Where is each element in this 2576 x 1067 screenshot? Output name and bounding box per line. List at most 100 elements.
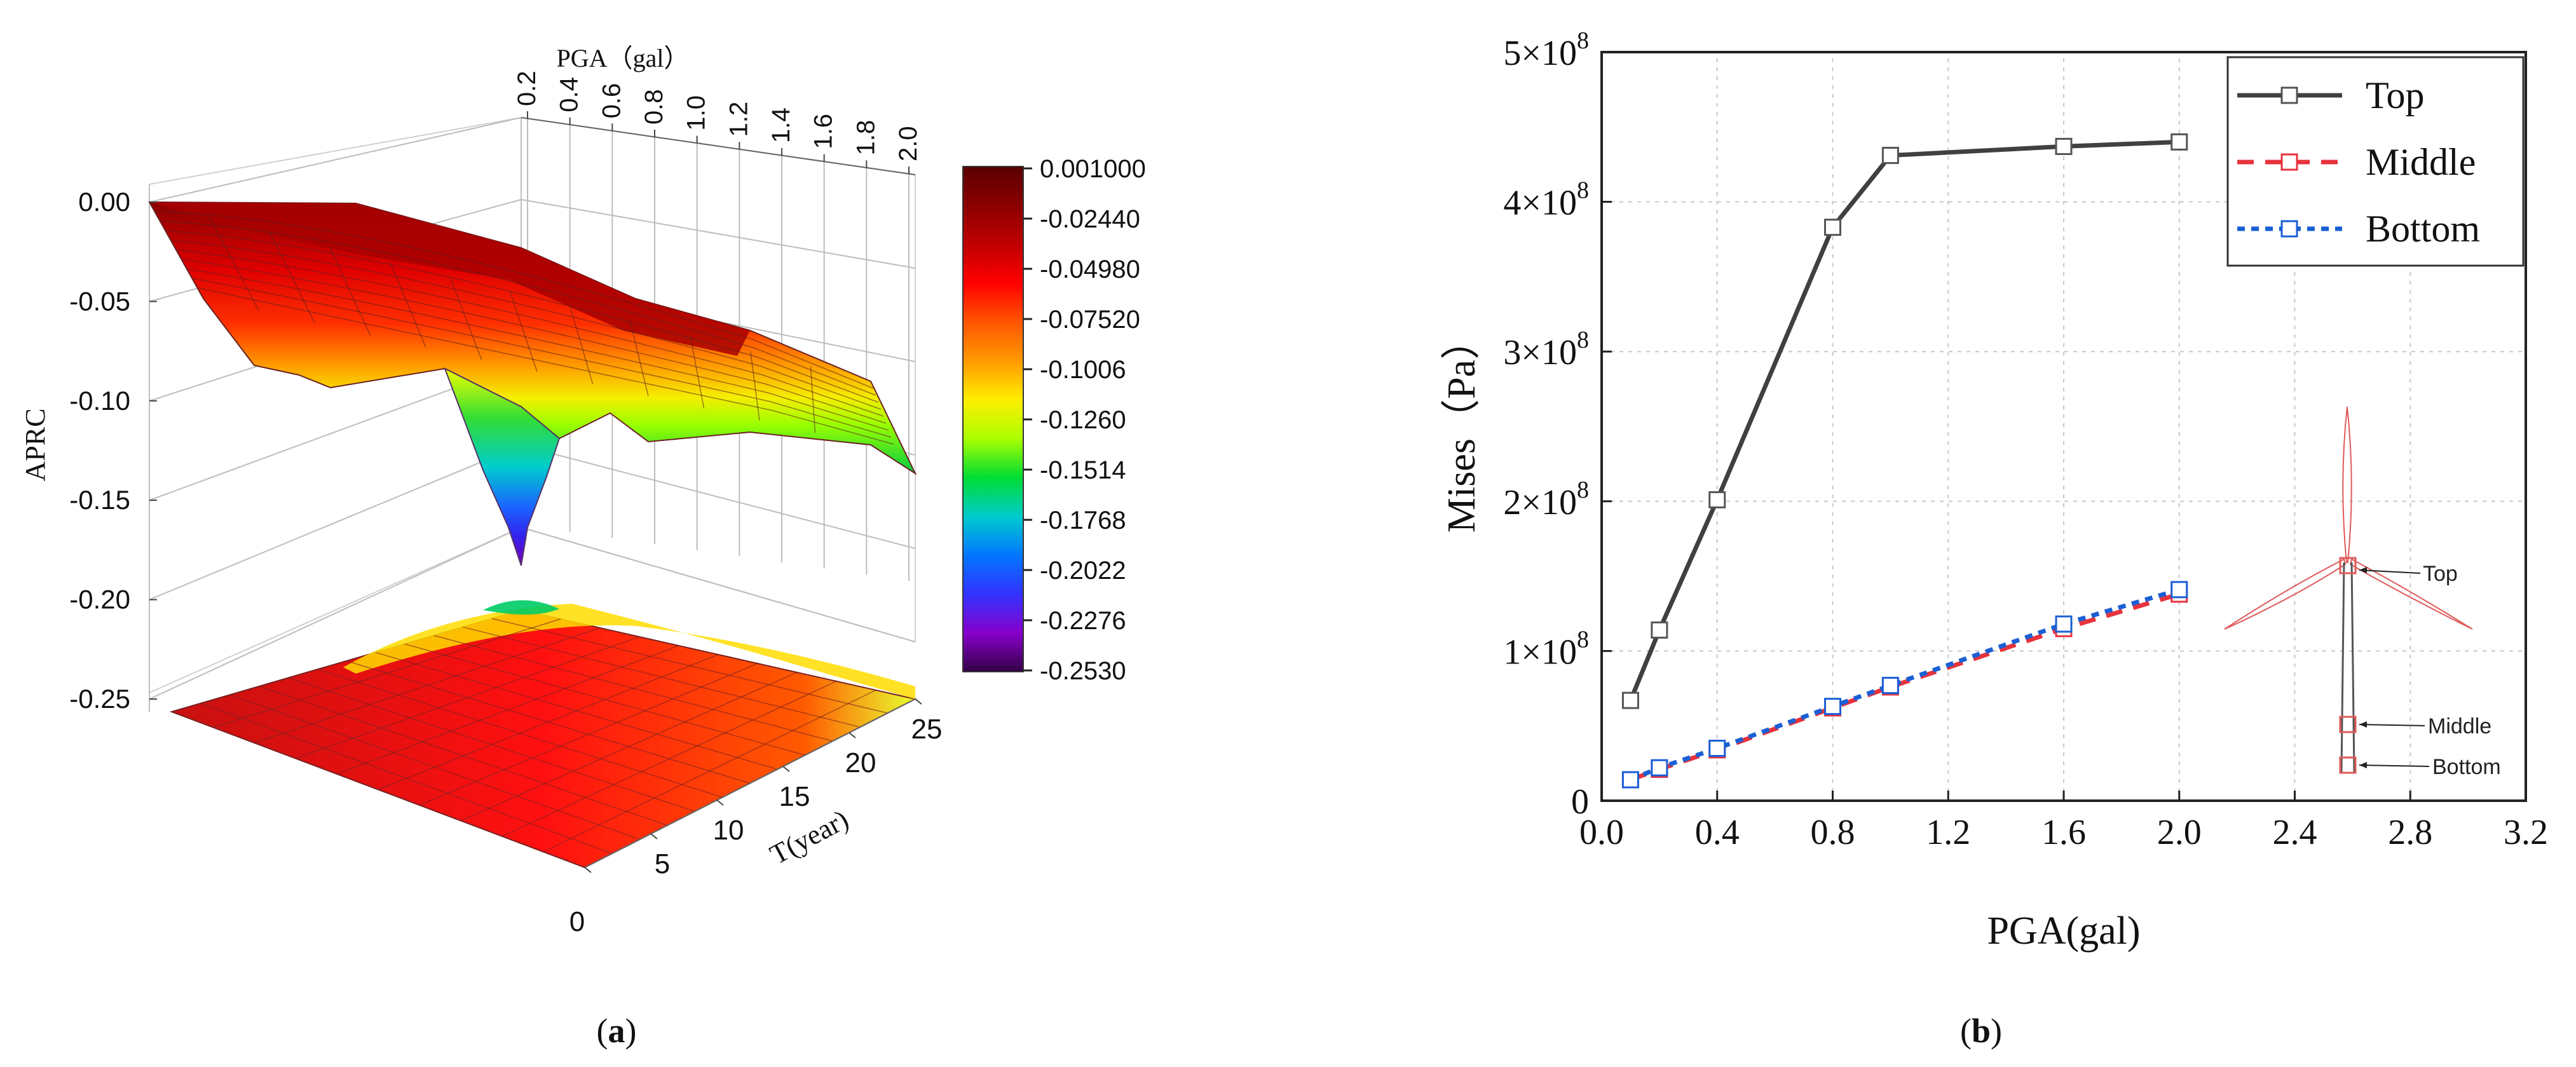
panel-a-floor-contour-low [483,600,559,615]
x-tick-label: 1.2 [1926,813,1970,852]
t-tick-mark [915,698,922,705]
y-tick-label: 3×108 [1503,327,1589,372]
panel-a-surface-dark-top [149,202,750,356]
panel-b-series [1621,133,2188,789]
series-bottom [1621,581,2188,789]
x-tick-label: 2.4 [2273,813,2317,852]
panel-a-floor-mesh [200,618,888,854]
panel-a-t-axis: 0 5 10 15 20 25 [569,698,943,937]
t-tick-mark [716,799,724,806]
z-tick-label: -0.10 [69,386,130,416]
t-tick-mark [848,732,856,738]
t-tick-mark [782,766,790,772]
panel-a-surface-plot: 0.00-0.05-0.10-0.15-0.20-0.25 APRC 0.2 0.… [20,44,1146,1050]
x-tick-label: 2.0 [2157,813,2202,852]
panel-b-turbine-inset: Top Middle Bottom [2224,406,2501,779]
colorbar-gradient [962,166,1024,672]
z-tick-label: -0.05 [69,286,130,316]
point-top [1881,147,1899,165]
colorbar-tick-label: -0.04980 [1040,255,1140,283]
point-bottom [1881,677,1899,695]
y-tick-label: 1×108 [1503,626,1589,672]
pga-tick-label: 0.6 [597,83,625,119]
t-tick-label: 20 [845,747,876,778]
panel-b-x-label: PGA(gal) [1987,909,2140,953]
pga-tick-label: 2.0 [894,126,922,161]
turbine-marker-bottom [2339,756,2357,774]
colorbar-tick-label: -0.07520 [1040,306,1140,334]
panel-a-caption: (a) [597,1012,637,1050]
panel-a-floor-contour-band [343,604,915,699]
t-tick-label: 5 [655,848,670,880]
pga-tick-label: 0.8 [640,89,668,125]
pga-tick-label: 1.4 [767,107,795,143]
turbine-tower-right [2350,562,2355,773]
pga-tick-label: 1.0 [683,95,711,131]
t-tick-label: 15 [779,781,810,812]
panel-a-surface-mesh [154,211,894,445]
panel-a-pga-label: PGA（gal） [557,44,690,72]
legend-item-middle: Middle [2237,141,2476,183]
panel-b-caption: (b) [1960,1012,2002,1050]
turbine-marker-middle [2339,716,2357,733]
point-top [1651,621,1668,639]
turbine-marker-top [2339,557,2357,574]
legend-item-bottom: Bottom [2237,208,2480,250]
panel-a-surface-well [444,367,561,566]
y-tick-label: 4×108 [1503,177,1589,223]
panel-b-line-chart: 0.0 0.4 0.8 1.2 1.6 2.0 2.4 2.8 3.2 0 1×108 2×108 3… [1440,27,2548,1050]
point-top [1621,691,1639,709]
series-top [1621,133,2188,709]
panel-a-t-label: T(year) [765,804,853,871]
pga-tick-label: 1.6 [810,114,838,149]
z-tick-label: -0.15 [69,485,130,515]
pga-tick-label: 0.2 [513,71,541,106]
colorbar-tick-label: -0.1260 [1040,406,1126,434]
inset-label-middle: Middle [2428,714,2491,738]
colorbar-tick-label: -0.02440 [1040,205,1140,233]
legend-label: Bottom [2366,208,2480,250]
t-tick-label: 25 [911,714,943,745]
x-tick-label: 2.8 [2388,813,2432,852]
point-bottom [2055,615,2073,633]
legend-item-top: Top [2237,74,2424,116]
pga-tick-label: 0.4 [555,77,583,112]
colorbar-tick-label: -0.2530 [1040,657,1126,685]
turbine-tower-left [2340,562,2345,773]
point-bottom [1824,698,1841,716]
point-bottom [1621,771,1639,789]
series-middle [1621,585,2188,789]
point-top [2055,137,2073,155]
x-tick-label: 0.8 [1811,813,1855,852]
y-tick-label: 0 [1571,782,1589,822]
panel-a-colorbar: 0.001000 -0.02440 -0.04980 -0.07520 -0.1006 -… [962,155,1146,685]
x-tick-label: 0.0 [1579,813,1624,852]
panel-a-z-axis: 0.00 -0.05 -0.10 -0.15 -0.20 -0.25 [69,187,157,714]
panel-b-y-axis: 0 1×108 2×108 3×108 4×108 5×108 [1503,27,1612,822]
colorbar-tick-label: -0.2022 [1040,557,1126,585]
x-tick-label: 1.6 [2041,813,2086,852]
point-bottom [1708,740,1726,758]
inset-label-top: Top [2423,562,2458,586]
point-top [1708,491,1726,508]
point-bottom [1651,759,1668,777]
t-tick-mark [650,833,658,839]
colorbar-tick-label: 0.001000 [1040,155,1146,183]
pga-tick-label: 1.2 [725,102,753,137]
legend-label: Top [2366,74,2424,116]
x-tick-label: 0.4 [1695,813,1740,852]
turbine-blades [2224,406,2473,630]
y-tick-label: 2×108 [1503,477,1589,522]
panel-a-z-label: APRC [20,409,51,482]
x-tick-label: 3.2 [2504,813,2548,852]
series-line-top [1628,139,2179,702]
colorbar-tick-label: -0.1006 [1040,356,1126,384]
t-tick-label: 10 [713,815,744,846]
inset-label-bottom: Bottom [2432,755,2501,779]
point-top [2171,133,2188,151]
panel-b-y-label: Mises（Pa） [1440,320,1483,533]
panel-b-x-axis: 0.0 0.4 0.8 1.2 1.6 2.0 2.4 2.8 3.2 [1579,791,2548,852]
panel-b-legend: Top Middle Bottom [2226,56,2525,267]
z-tick-label: 0.00 [78,187,130,217]
